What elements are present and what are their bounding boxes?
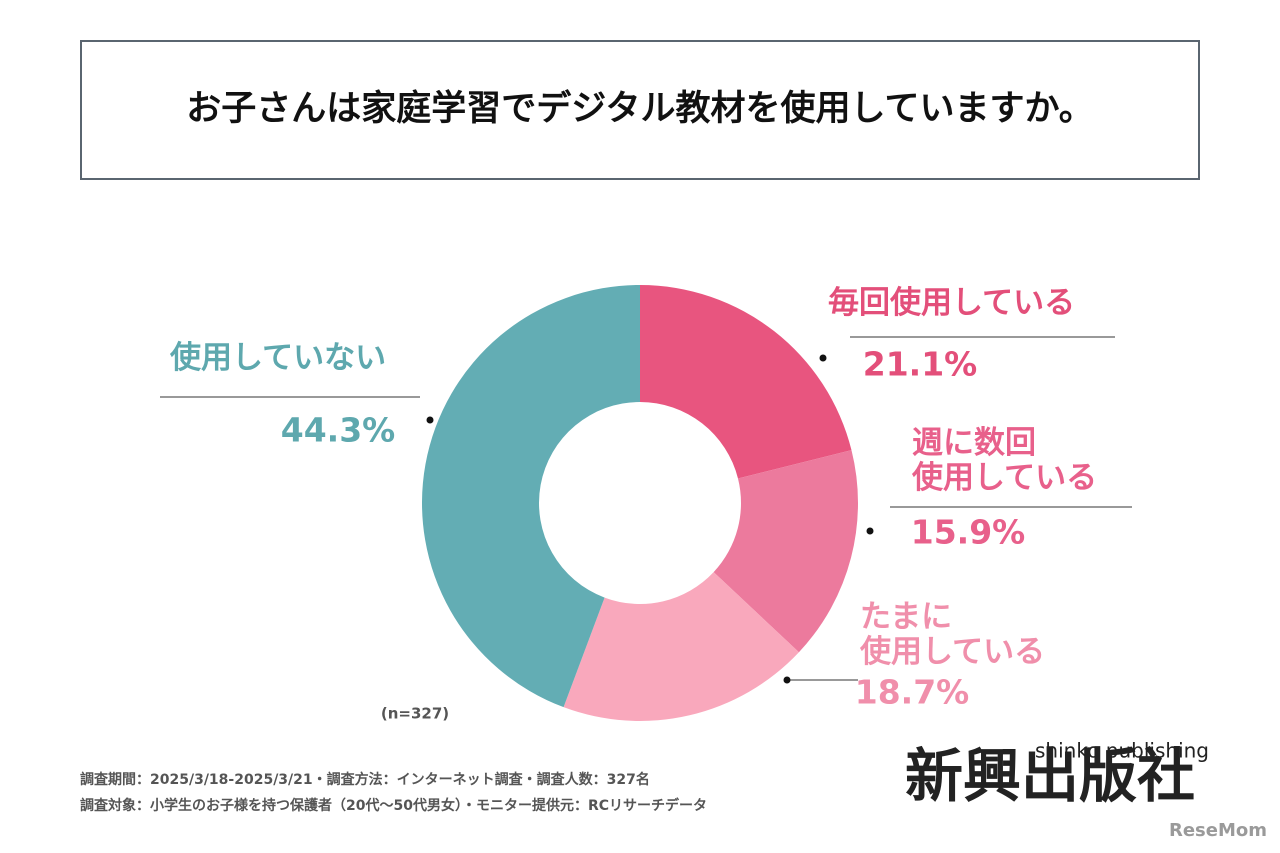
category-label: 毎回使用している [828,285,1076,321]
sample-note: (n=327) [381,705,449,723]
value-label: 18.7% [855,673,970,712]
category-label: 週に数回 使用している [912,425,1098,496]
value-label: 21.1% [863,345,978,384]
leader-dot [426,416,434,424]
footnote: 調査対象：小学生のお子様を持つ保護者（20代～50代男女）・モニター提供元：RC… [80,797,707,814]
donut-segment [422,285,640,708]
source-logo: ReseMom [1169,820,1267,841]
value-label: 15.9% [911,513,1026,552]
title-box [80,40,1200,180]
category-label: 使用していない [170,340,387,376]
leader-dot [866,527,874,535]
footnote: 調査期間：2025/3/18-2025/3/21・調査方法：インターネット調査・… [80,771,650,788]
donut-segment [640,285,852,479]
donut-segment [563,572,799,721]
logo-tagline: shinko publishing [1035,739,1209,763]
category-label: たまに 使用している [860,599,1046,670]
leader-dot [783,676,791,684]
leader-dot [819,354,827,362]
donut-segment [713,450,858,653]
value-label: 44.3% [281,411,396,450]
chart-title: お子さんは家庭学習でデジタル教材を使用していますか。 [186,88,1094,129]
logo-name: 新興出版社 [905,742,1195,810]
